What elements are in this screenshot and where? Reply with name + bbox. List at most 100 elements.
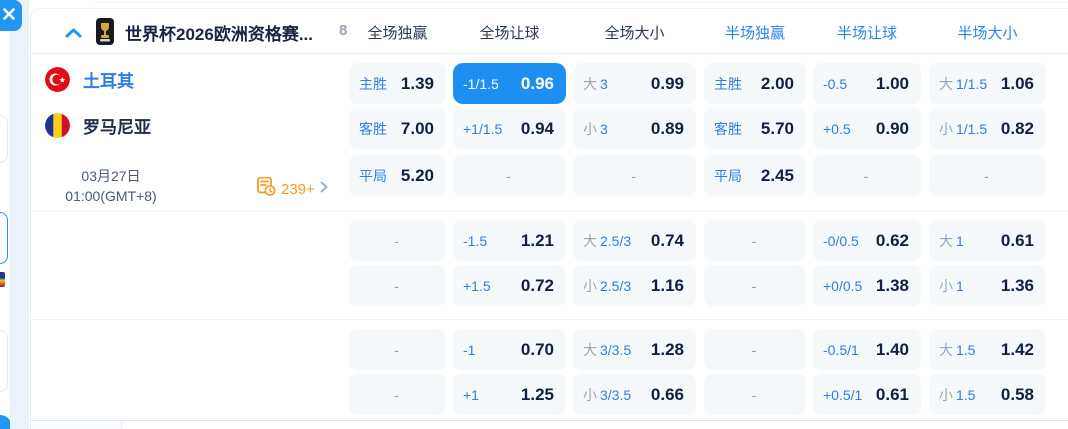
league-header: 世界杯2026欧洲资格赛... 8 全场独赢 全场让球 全场大小 半场独赢 半场让球 半场… — [31, 9, 1068, 54]
next-match-divider — [121, 421, 122, 429]
odds-value: 1.00 — [875, 73, 909, 93]
turkey-flag-icon — [45, 67, 70, 92]
odds-cell[interactable]: +1/1.5 0.94 — [453, 108, 566, 149]
home-team-row[interactable]: 土耳其 — [45, 67, 134, 92]
odds-cell: - — [704, 374, 806, 415]
odds-value: 0.70 — [520, 339, 554, 359]
odds-cell[interactable]: -1/1.5 0.96 — [453, 63, 566, 104]
over-under-prefix: 大 — [583, 232, 597, 249]
odds-value: 0.61 — [875, 384, 909, 404]
empty-odds-placeholder: - — [394, 232, 399, 249]
odds-cell: - — [453, 155, 566, 196]
odds-label: -0.5 — [823, 75, 848, 92]
odds-label: -1 — [463, 341, 476, 358]
odds-value: 1.06 — [1000, 73, 1034, 93]
column-header-6: 半场大小 — [957, 25, 1018, 42]
odds-label: 小 1.5 — [939, 386, 976, 403]
column-header-4: 半场独赢 — [724, 25, 785, 42]
odds-value: 2.45 — [760, 165, 794, 185]
over-under-prefix: 大 — [939, 75, 953, 92]
odds-cell: - — [349, 374, 446, 415]
odds-cell[interactable]: 小 1 1.36 — [929, 265, 1046, 306]
league-title: 世界杯2026欧洲资格赛... — [125, 25, 313, 44]
odds-cell[interactable]: 大 3 0.99 — [573, 63, 696, 104]
odds-cell[interactable]: 大 1.5 1.42 — [929, 329, 1046, 370]
odds-cell[interactable]: +0.5/1 0.61 — [813, 374, 921, 415]
over-under-prefix: 小 — [583, 277, 597, 294]
odds-value: 2.00 — [760, 73, 794, 93]
odds-cell[interactable]: -0/0.5 0.62 — [813, 220, 921, 261]
odds-value: 0.66 — [650, 384, 684, 404]
odds-cell[interactable]: 平局 2.45 — [704, 155, 806, 196]
odds-cell[interactable]: 小 2.5/3 1.16 — [573, 265, 696, 306]
next-match-row-fragment — [31, 421, 121, 429]
partial-panel-fragment — [0, 330, 8, 392]
empty-odds-placeholder: - — [751, 277, 757, 294]
section-divider — [31, 319, 1068, 320]
match-datetime: 03月27日 01:00(GMT+8) — [31, 167, 191, 206]
empty-odds-placeholder: - — [394, 341, 399, 358]
odds-cell[interactable]: +1 1.25 — [453, 374, 566, 415]
odds-label: 客胜 — [714, 120, 742, 137]
over-under-prefix: 小 — [939, 120, 953, 137]
empty-odds-placeholder: - — [751, 232, 757, 249]
odds-value: 0.72 — [520, 275, 554, 295]
odds-cell: - — [349, 329, 446, 370]
odds-cell[interactable]: -0.5 1.00 — [813, 63, 921, 104]
odds-cell[interactable]: 客胜 5.70 — [704, 108, 806, 149]
over-under-prefix: 大 — [939, 232, 953, 249]
romania-flag-icon — [45, 113, 70, 138]
odds-cell[interactable]: 小 1.5 0.58 — [929, 374, 1046, 415]
odds-cell: - — [929, 155, 1046, 196]
over-under-prefix: 大 — [939, 341, 953, 358]
odds-cell[interactable]: -0.5/1 1.40 — [813, 329, 921, 370]
away-team-name: 罗马尼亚 — [83, 118, 151, 137]
odds-cell[interactable]: 小 1/1.5 0.82 — [929, 108, 1046, 149]
empty-odds-placeholder: - — [394, 277, 399, 294]
close-button[interactable] — [0, 0, 22, 31]
odds-cell[interactable]: 主胜 1.39 — [349, 63, 446, 104]
partial-selected-fragment — [0, 212, 8, 264]
odds-cell[interactable]: +0/0.5 1.38 — [813, 265, 921, 306]
odds-cell[interactable]: 客胜 7.00 — [349, 108, 446, 149]
odds-cell[interactable]: +0.5 0.90 — [813, 108, 921, 149]
odds-cell[interactable]: 大 2.5/3 0.74 — [573, 220, 696, 261]
odds-cell[interactable]: 主胜 2.00 — [704, 63, 806, 104]
odds-value: 0.89 — [650, 118, 684, 138]
odds-label: 大 1.5 — [939, 341, 976, 358]
odds-label: -1.5 — [463, 232, 488, 249]
odds-cell[interactable]: 大 3/3.5 1.28 — [573, 329, 696, 370]
odds-cell[interactable]: 小 3 0.89 — [573, 108, 696, 149]
odds-cell: - — [573, 155, 696, 196]
empty-odds-placeholder: - — [751, 386, 757, 403]
more-markets-button[interactable]: 239+ — [257, 176, 328, 201]
close-icon — [0, 7, 15, 25]
odds-label: 平局 — [359, 167, 387, 184]
over-under-prefix: 大 — [583, 75, 597, 92]
league-card: 世界杯2026欧洲资格赛... 8 全场独赢 全场让球 全场大小 半场独赢 半场让球 半场… — [30, 8, 1068, 429]
odds-cell[interactable]: +1.5 0.72 — [453, 265, 566, 306]
panel-gap — [10, 0, 29, 429]
odds-cell[interactable]: 平局 5.20 — [349, 155, 446, 196]
odds-value: 7.00 — [400, 118, 434, 138]
column-header-1: 全场独赢 — [367, 25, 428, 42]
odds-value: 0.90 — [875, 118, 909, 138]
match-time: 01:00(GMT+8) — [65, 187, 157, 204]
odds-cell[interactable]: -1.5 1.21 — [453, 220, 566, 261]
collapse-chevron-up-icon[interactable] — [65, 25, 82, 43]
over-under-prefix: 小 — [939, 277, 953, 294]
odds-label: +1 — [463, 386, 479, 403]
odds-cell[interactable]: 大 1/1.5 1.06 — [929, 63, 1046, 104]
odds-cell[interactable]: 大 1 0.61 — [929, 220, 1046, 261]
odds-cell[interactable]: 小 3/3.5 0.66 — [573, 374, 696, 415]
odds-label: 大 1/1.5 — [939, 75, 988, 92]
odds-value: 0.94 — [520, 118, 554, 138]
odds-cell[interactable]: -1 0.70 — [453, 329, 566, 370]
odds-value: 1.25 — [520, 384, 554, 404]
top-hairline — [95, 2, 1068, 3]
away-team-row[interactable]: 罗马尼亚 — [45, 113, 151, 138]
odds-label: 小 2.5/3 — [583, 277, 632, 294]
